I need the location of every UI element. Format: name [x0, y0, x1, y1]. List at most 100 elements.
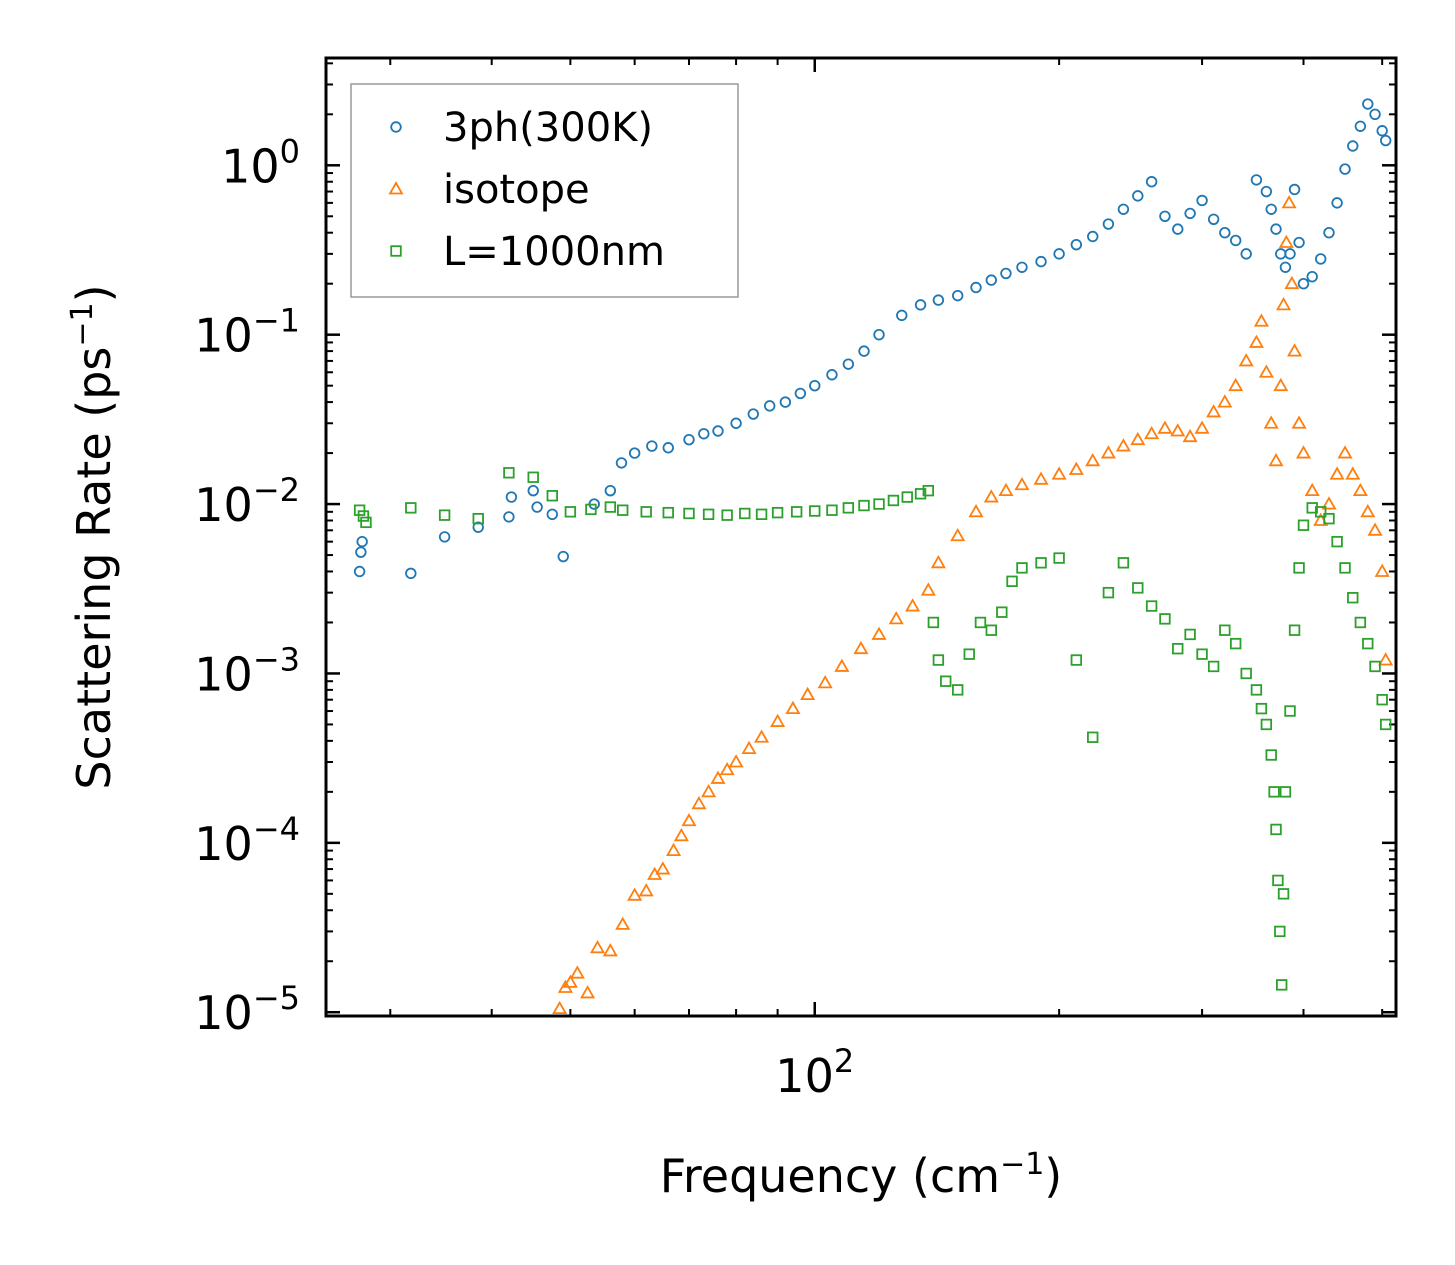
legend: 3ph(300K) isotope L=1000nm: [350, 83, 739, 298]
data-point: [1102, 218, 1115, 230]
data-point: [952, 684, 964, 696]
data-point: [1085, 453, 1101, 467]
data-point: [628, 447, 641, 459]
data-point: [353, 504, 366, 516]
data-point: [585, 503, 597, 516]
data-point: [702, 508, 715, 521]
data-point: [1347, 592, 1359, 604]
data-point: [1207, 660, 1220, 673]
x-tick-label: 102: [775, 1042, 854, 1103]
data-point: [1145, 600, 1158, 612]
x-axis-title: Frequency (cm−1): [660, 1147, 1063, 1203]
data-point: [1306, 270, 1318, 283]
data-point: [712, 425, 724, 437]
data-point: [873, 328, 885, 341]
data-point: [1362, 637, 1374, 650]
data-point: [996, 606, 1008, 618]
data-point: [1194, 420, 1210, 434]
data-point: [1281, 195, 1297, 209]
data-point: [1265, 203, 1277, 215]
data-point: [888, 611, 904, 625]
data-point: [1331, 197, 1343, 209]
data-point: [785, 700, 801, 715]
data-point: [887, 494, 900, 507]
data-point: [771, 506, 784, 519]
data-point: [809, 505, 821, 517]
data-point: [1315, 253, 1327, 265]
data-point: [546, 490, 558, 502]
data-point: [1331, 535, 1343, 548]
data-point: [710, 770, 726, 784]
data-point: [974, 616, 987, 629]
data-point: [858, 345, 870, 357]
data-point: [1051, 466, 1067, 480]
data-point: [627, 887, 643, 901]
data-point: [1144, 425, 1160, 440]
legend-box: [350, 83, 739, 298]
data-point: [858, 499, 870, 512]
data-point: [1273, 377, 1289, 392]
data-point: [1279, 786, 1292, 798]
data-point: [527, 484, 539, 497]
data-point: [1279, 261, 1292, 273]
data-point: [721, 509, 733, 521]
data-point: [1157, 420, 1173, 434]
data-point: [1347, 140, 1359, 152]
data-point: [472, 521, 484, 533]
y-tick-label: 10−3: [194, 640, 300, 701]
data-point: [1265, 749, 1277, 761]
data-point: [1295, 445, 1312, 459]
data-point: [1070, 654, 1083, 666]
plot-area: [353, 98, 1394, 1015]
data-point: [1369, 108, 1381, 121]
legend-label: 3ph(300K): [443, 105, 653, 151]
data-point: [1170, 423, 1186, 437]
data-point: [985, 274, 998, 286]
data-point: [1376, 125, 1388, 137]
data-point: [1228, 377, 1244, 392]
data-point: [1376, 693, 1388, 706]
data-point: [1253, 313, 1269, 327]
data-point: [970, 281, 982, 294]
data-point: [817, 675, 833, 689]
data-point: [438, 531, 451, 543]
data-point: [646, 440, 658, 452]
data-point: [1276, 297, 1292, 311]
data-point: [1217, 394, 1233, 408]
data-point: [405, 567, 417, 580]
data-point: [1293, 236, 1305, 249]
data-point: [826, 504, 838, 516]
data-point: [1016, 562, 1028, 574]
data-point: [638, 883, 654, 897]
data-point: [615, 457, 628, 469]
data-point: [826, 369, 838, 381]
data-point: [1337, 445, 1353, 459]
data-point: [1297, 519, 1310, 531]
data-point: [1378, 652, 1394, 666]
data-point: [1268, 453, 1284, 467]
data-point: [472, 512, 484, 525]
data-point: [1070, 238, 1083, 251]
data-point: [405, 502, 417, 514]
data-point: [834, 658, 850, 672]
data-point: [1240, 248, 1252, 260]
data-point: [1270, 823, 1282, 836]
data-point: [662, 442, 674, 454]
series-3ph-300k-: [353, 98, 1392, 580]
data-point: [1006, 575, 1018, 587]
data-point: [1352, 482, 1368, 497]
data-point: [1275, 979, 1288, 991]
data-point: [1339, 562, 1351, 574]
data-point: [1379, 718, 1392, 731]
data-point: [763, 400, 776, 412]
y-tick-label: 10−4: [194, 810, 300, 871]
data-point: [779, 396, 792, 408]
data-point: [896, 309, 908, 322]
legend-entry: isotope: [388, 167, 590, 213]
data-point: [932, 294, 945, 306]
data-point: [1270, 223, 1282, 235]
data-point: [1274, 925, 1286, 938]
data-point: [546, 508, 558, 521]
data-point: [1206, 404, 1222, 418]
